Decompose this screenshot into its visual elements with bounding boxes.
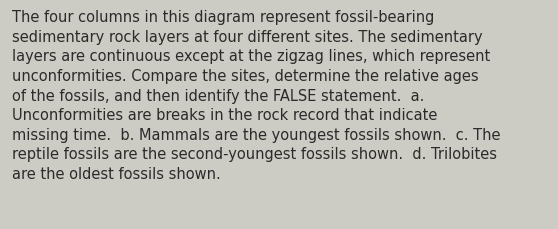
Text: The four columns in this diagram represent fossil-bearing
sedimentary rock layer: The four columns in this diagram represe… bbox=[12, 10, 501, 181]
